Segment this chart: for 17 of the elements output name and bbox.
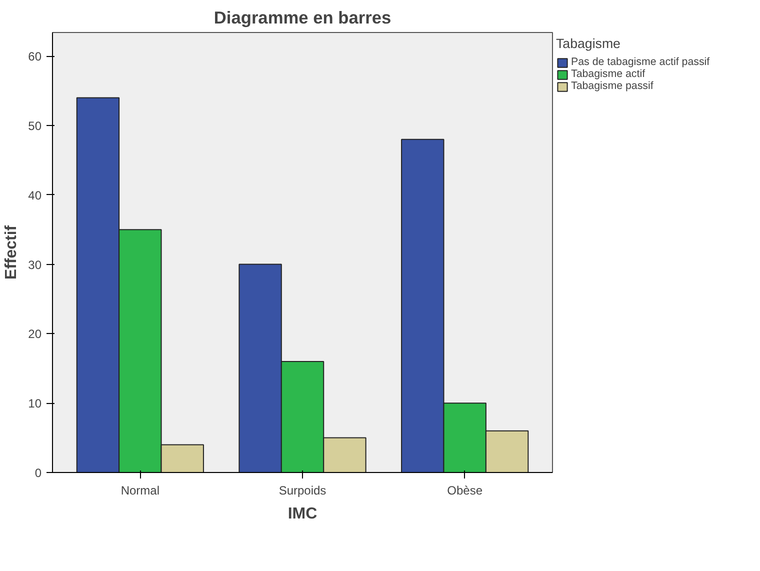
y-tick-label: 40 [28, 188, 42, 202]
y-tick-label: 60 [28, 50, 42, 64]
x-axis-title: IMC [288, 506, 318, 522]
y-tick-label: 30 [28, 258, 42, 272]
y-tick-label: 50 [28, 118, 42, 133]
y-tick-label: 20 [28, 327, 42, 342]
legend-title: Tabagisme [556, 36, 622, 51]
legend-label: Pas de tabagisme actif passif [571, 56, 710, 68]
y-tick-label: 0 [34, 466, 42, 480]
x-tick-label: Obèse [447, 484, 483, 498]
chart-title: Diagramme en barres [214, 8, 392, 28]
x-tick-label: Surpoids [278, 484, 326, 498]
legend-label: Tabagisme passif [571, 80, 654, 92]
y-tick-label: 10 [28, 396, 42, 411]
y-axis-title: Effectif [3, 224, 20, 280]
legend-label: Tabagisme actif [571, 68, 646, 80]
x-tick-label: Normal [120, 484, 160, 498]
